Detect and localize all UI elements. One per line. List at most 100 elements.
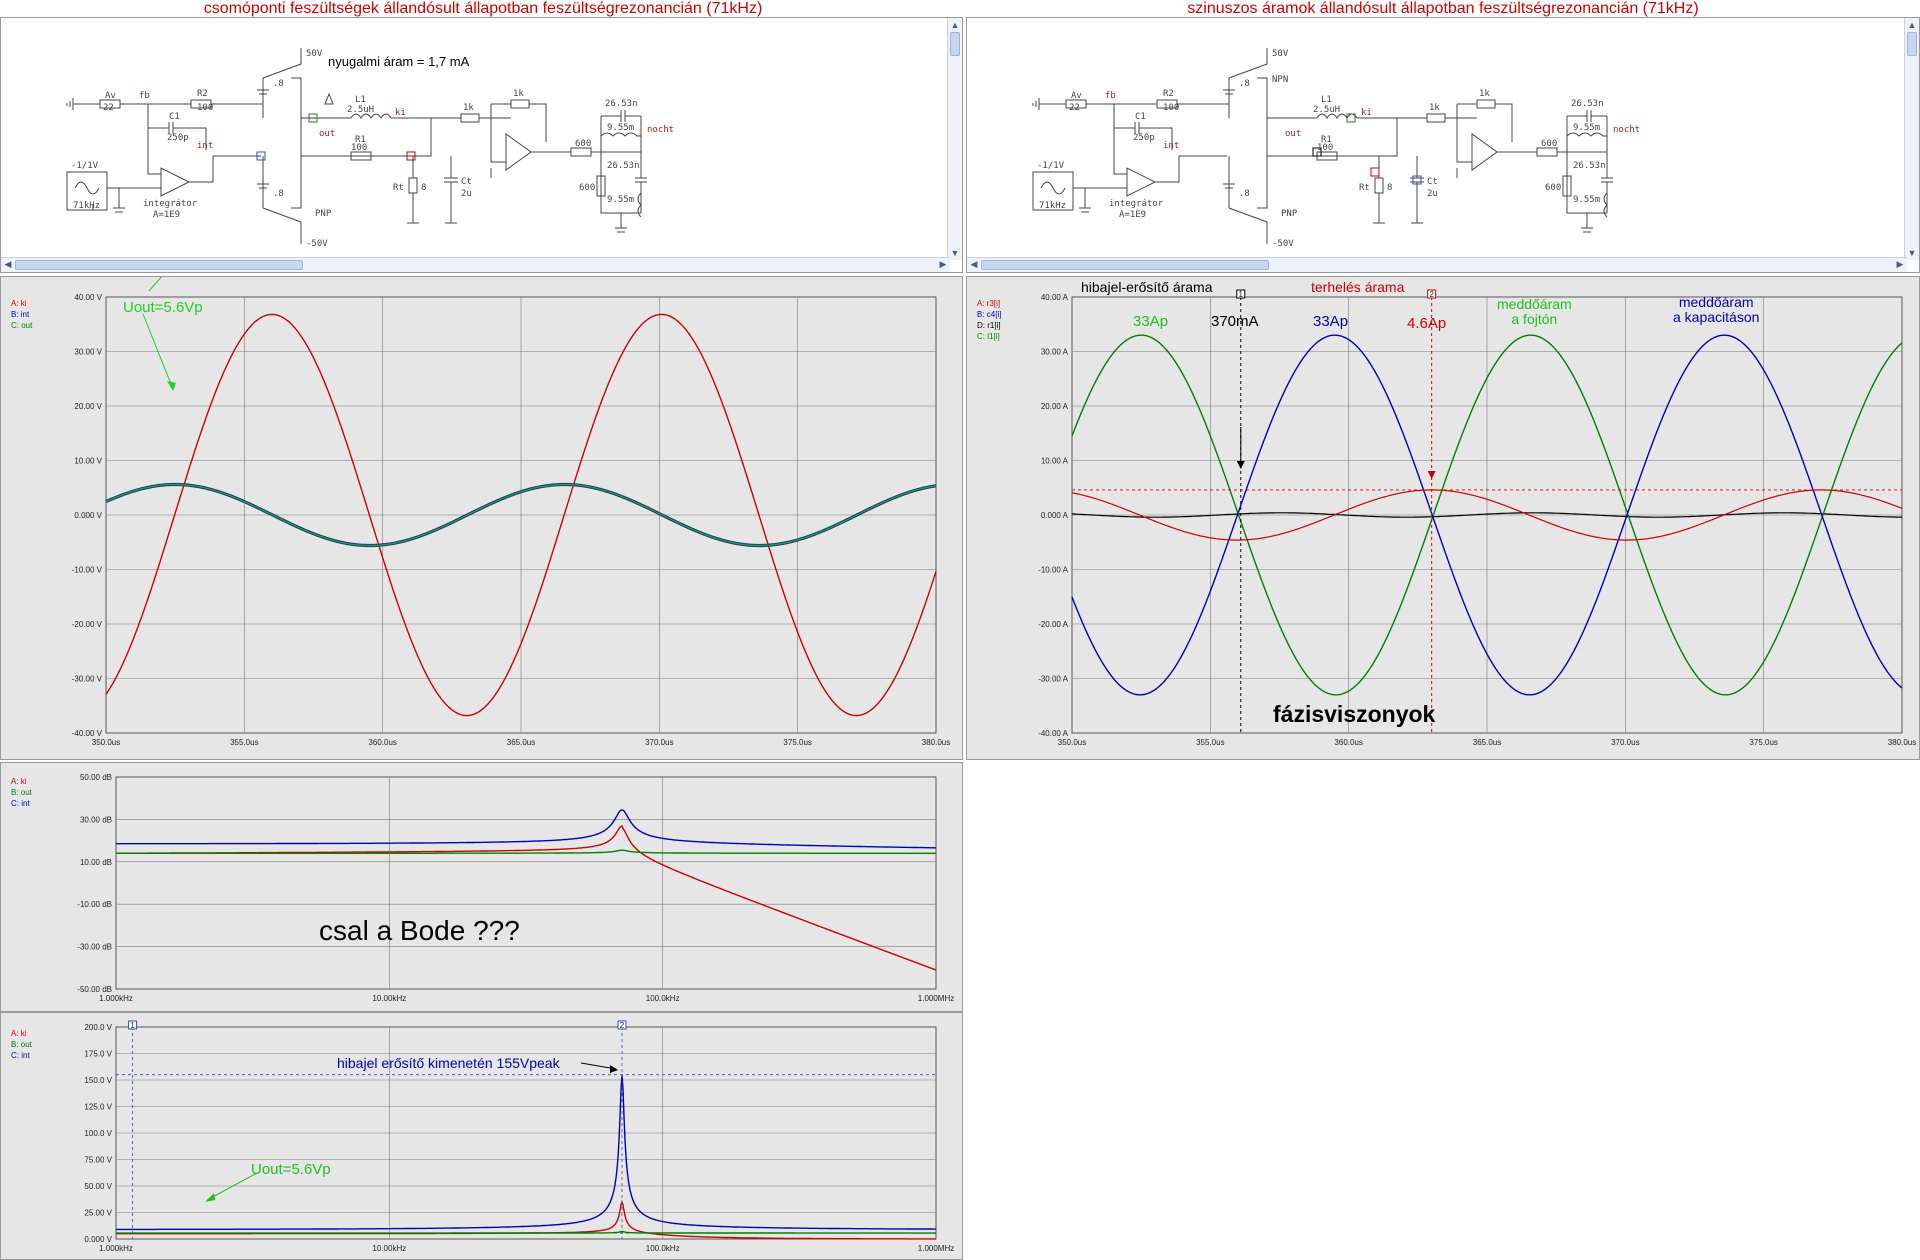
- svg-text:.8: .8: [1239, 189, 1250, 199]
- svg-text:600: 600: [1545, 183, 1561, 193]
- y-tick-label: -30.00 A: [1038, 675, 1068, 684]
- quiescent-current-note: nyugalmi áram = 1,7 mA: [328, 54, 470, 69]
- scroll-up-icon[interactable]: ▲: [950, 20, 960, 30]
- x-tick-label: 360.0us: [368, 738, 396, 747]
- svg-text:100: 100: [351, 143, 367, 153]
- y-tick-label: -20.00 V: [72, 620, 103, 629]
- schematic-left-drawing: Av 22 fb R2 100 C1 250p int -1/1V 71kHz …: [66, 48, 674, 249]
- svg-text:100: 100: [1163, 103, 1179, 113]
- cursor-1-label: 1: [1239, 290, 1244, 299]
- legend-entry-c: C: out: [11, 321, 33, 330]
- vscroll-thumb[interactable]: [950, 32, 960, 56]
- svg-text:250p: 250p: [1133, 133, 1155, 143]
- arrowhead-370ma: [1236, 461, 1245, 469]
- svg-text:100: 100: [197, 103, 213, 113]
- svg-text:fb: fb: [139, 91, 150, 101]
- svg-text:Av: Av: [1071, 91, 1082, 101]
- y-tick-label: 10.00 dB: [80, 858, 112, 867]
- current-370ma-label: 370mA: [1211, 313, 1259, 330]
- bode-question-note: csal a Bode ???: [319, 915, 520, 946]
- svg-text:integrátor: integrátor: [143, 199, 198, 209]
- x-tick-label: 350.0us: [1058, 738, 1086, 747]
- svg-text:22: 22: [103, 103, 114, 113]
- y-tick-label: -30.00 V: [72, 675, 103, 684]
- cursor-2-marker: [617, 1020, 627, 1030]
- series-int: [116, 809, 937, 849]
- reactive-capacitor-line1: meddőáram: [1678, 294, 1754, 310]
- svg-text:int: int: [197, 141, 213, 151]
- bode-linear-plot[interactable]: 200.0 V 175.0 V 150.0 V 125.0 V 100.0 V 75.00…: [0, 1012, 963, 1260]
- svg-text:600: 600: [1541, 139, 1557, 149]
- svg-text:1k: 1k: [1429, 103, 1440, 113]
- svg-text:250p: 250p: [167, 133, 189, 143]
- legend-entry-c: C: int: [11, 1051, 30, 1060]
- x-tick-label: 370.0us: [1611, 738, 1639, 747]
- svg-text:2.5uH: 2.5uH: [347, 105, 374, 115]
- svg-text:L1: L1: [355, 95, 366, 105]
- phase-relations-label: fázisviszonyok: [1273, 701, 1436, 727]
- right-title: szinuszos áramok állandósult állapotban …: [1187, 0, 1699, 17]
- cursor-1-label: 1: [130, 1021, 135, 1030]
- y-tick-label: 0.000 V: [84, 1235, 112, 1244]
- svg-text:26.53n: 26.53n: [1573, 161, 1606, 171]
- svg-text:1k: 1k: [1479, 89, 1490, 99]
- schematic-right-panel[interactable]: Av 22 fb R2 100 C1 250p int -1/1V 71kHz …: [966, 17, 1920, 273]
- left-schematic-hscroll[interactable]: ◀ ▶: [1, 257, 950, 272]
- series-out: [105, 483, 937, 547]
- x-tick-label: 355.0us: [230, 738, 258, 747]
- current-46a-label: 4.6Ap: [1407, 315, 1447, 332]
- vscroll-thumb[interactable]: [1907, 32, 1917, 56]
- svg-text:Rt: Rt: [1359, 183, 1370, 193]
- uout-arrowhead: [205, 1193, 215, 1202]
- series-c4: [1071, 334, 1903, 696]
- left-schematic-vscroll[interactable]: ▲ ▼: [947, 18, 962, 260]
- uout-arrow: [142, 313, 174, 390]
- voltage-transient-chart: 40.00 V 30.00 V 20.00 V 10.00 V 0.000 V -10.0…: [72, 277, 950, 747]
- plot-frame: [115, 776, 937, 990]
- bode-db-chart: 50.00 dB 30.00 dB 10.00 dB -10.00 dB -30.00 …: [77, 773, 954, 1003]
- uout-note: Uout=5.6Vp: [123, 299, 203, 316]
- scroll-left-icon[interactable]: ◀: [970, 259, 978, 269]
- svg-text:out: out: [319, 129, 335, 139]
- y-tick-label: 50.00 dB: [80, 773, 112, 782]
- scroll-up-icon[interactable]: ▲: [1907, 20, 1917, 30]
- svg-text:Ct: Ct: [1427, 177, 1438, 187]
- scroll-right-icon[interactable]: ▶: [1896, 259, 1904, 269]
- svg-text:int: int: [1163, 141, 1179, 151]
- scroll-down-icon[interactable]: ▼: [1907, 248, 1917, 258]
- bode-linear-chart: 200.0 V 175.0 V 150.0 V 125.0 V 100.0 V 75.00…: [84, 1020, 954, 1253]
- y-tick-label: 40.00 A: [1041, 293, 1069, 302]
- hscroll-thumb[interactable]: [981, 260, 1269, 270]
- bode-db-plot[interactable]: 50.00 dB 30.00 dB 10.00 dB -10.00 dB -30.00 …: [0, 762, 963, 1012]
- svg-text:50V: 50V: [1272, 49, 1289, 59]
- legend-entry-a: A: ki: [11, 777, 27, 786]
- legend-entry-c: C: l1[i]: [977, 332, 1000, 341]
- svg-text:26.53n: 26.53n: [605, 99, 638, 109]
- y-tick-label: 10.00 V: [74, 457, 102, 466]
- svg-text:A=1E9: A=1E9: [153, 210, 180, 220]
- voltage-transient-plot[interactable]: 40.00 V 30.00 V 20.00 V 10.00 V 0.000 V -10.0…: [0, 276, 963, 760]
- x-tick-label: 380.0us: [922, 738, 950, 747]
- scroll-left-icon[interactable]: ◀: [4, 259, 12, 269]
- schematic-left-panel[interactable]: Av 22 fb R2 100 C1 250p int -1/1V 71kHz …: [0, 17, 963, 273]
- svg-text:9.55m: 9.55m: [607, 195, 634, 205]
- series-ki: [116, 824, 937, 971]
- right-schematic-hscroll[interactable]: ◀ ▶: [967, 257, 1907, 272]
- svg-text:R1: R1: [1321, 135, 1332, 145]
- x-tick-label: 1.000MHz: [918, 1244, 954, 1253]
- scroll-down-icon[interactable]: ▼: [950, 248, 960, 258]
- uout-arrow: [206, 1172, 258, 1201]
- hscroll-thumb[interactable]: [15, 260, 303, 270]
- right-schematic-vscroll[interactable]: ▲ ▼: [1904, 18, 1919, 260]
- svg-text:2u: 2u: [461, 189, 472, 199]
- svg-text:2u: 2u: [1427, 189, 1438, 199]
- peak-33a-label-2: 33Ap: [1313, 313, 1349, 330]
- svg-text:C1: C1: [169, 112, 180, 122]
- cursor-1-marker: [1236, 289, 1246, 299]
- svg-text:A=1E9: A=1E9: [1119, 210, 1146, 220]
- cursor-2-label: 2: [1429, 290, 1434, 299]
- current-transient-plot[interactable]: 40.00 A 30.00 A 20.00 A 10.00 A 0.000 A -10.0…: [966, 276, 1920, 760]
- left-title: csomóponti feszültségek állandósult álla…: [203, 0, 763, 17]
- svg-text:integrátor: integrátor: [1109, 199, 1164, 209]
- scroll-right-icon[interactable]: ▶: [939, 259, 947, 269]
